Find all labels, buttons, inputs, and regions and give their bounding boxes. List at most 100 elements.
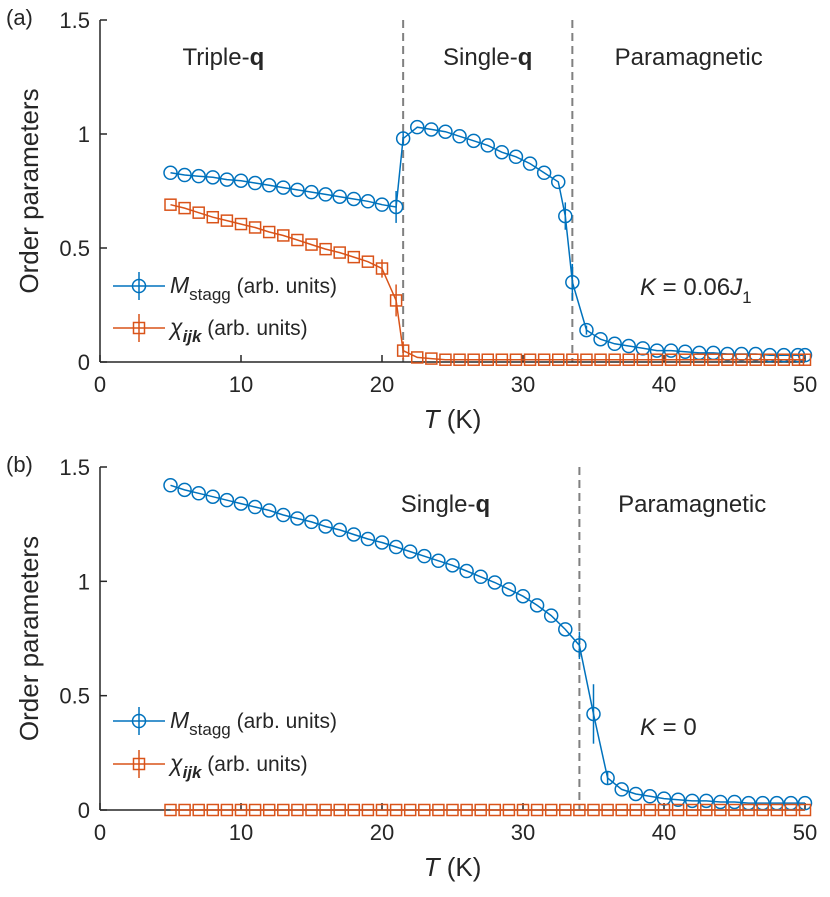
data-point	[445, 558, 460, 573]
data-point	[402, 544, 418, 559]
y-tick-label: 0.5	[59, 236, 90, 261]
panel-b: (b) Single-q Paramagnetic 0 10 20 30 40 50 0 0.5 1 1…	[6, 452, 817, 882]
k-symbol: K	[640, 274, 657, 301]
x-axis-var: T	[424, 404, 442, 434]
y-tick-label: 1	[78, 122, 90, 147]
legend-label: χijk (arb. units)	[168, 314, 308, 346]
data-point	[277, 229, 290, 242]
data-point	[523, 353, 537, 366]
data-point	[552, 353, 565, 366]
region-label: Triple-q	[182, 44, 264, 71]
x-tick-label: 0	[94, 820, 106, 845]
data-point	[586, 706, 601, 722]
data-point	[403, 803, 417, 817]
y-tick-label: 1	[78, 569, 90, 594]
x-tick-label: 10	[229, 820, 253, 845]
x-tick-label: 10	[229, 372, 253, 397]
data-point	[784, 803, 798, 817]
x-tick-label: 30	[511, 820, 535, 845]
data-point	[452, 129, 467, 144]
j-subscript: 1	[742, 288, 751, 307]
data-point	[446, 803, 459, 817]
data-point	[163, 165, 178, 181]
data-point	[565, 274, 580, 290]
data-point	[261, 178, 277, 193]
data-point	[262, 225, 276, 239]
data-point	[417, 548, 432, 564]
data-point	[735, 353, 748, 366]
series-m-stagg	[163, 119, 813, 363]
data-point	[360, 194, 376, 209]
data-point	[290, 511, 305, 526]
legend-subscript: ijk	[183, 763, 203, 782]
data-point	[388, 539, 404, 555]
data-point	[622, 353, 635, 366]
data-point	[608, 353, 621, 366]
data-point	[164, 803, 177, 817]
data-point	[650, 353, 664, 366]
data-point	[798, 353, 812, 366]
region-label: Single-q	[443, 44, 532, 71]
k-value: = 0	[656, 714, 697, 741]
data-point	[594, 353, 607, 366]
data-point	[502, 803, 516, 817]
data-point	[164, 198, 177, 211]
data-point	[332, 522, 347, 538]
x-tick-label: 50	[793, 372, 817, 397]
data-point	[728, 803, 741, 817]
data-point	[219, 172, 235, 187]
legend-symbol: χ	[168, 314, 183, 340]
legend-symbol: M	[170, 272, 190, 298]
y-axis-label: Order parameters	[14, 536, 44, 741]
data-point	[544, 803, 558, 817]
region-bold: q	[250, 44, 265, 71]
data-point	[714, 803, 727, 817]
x-tick-label: 40	[652, 372, 676, 397]
data-point	[374, 535, 390, 550]
data-point	[601, 803, 614, 817]
x-tick-label: 40	[652, 820, 676, 845]
data-point	[460, 803, 473, 817]
data-point	[467, 353, 480, 366]
data-point	[375, 262, 389, 275]
data-point	[762, 347, 777, 363]
data-point	[333, 246, 346, 259]
data-point	[432, 803, 445, 817]
data-point	[375, 803, 389, 817]
region-text: Single-	[443, 44, 518, 71]
data-point	[290, 182, 305, 198]
legend-subscript: stagg	[189, 720, 231, 739]
data-point	[276, 507, 291, 523]
k-annotation: K = 0.06J1	[640, 274, 752, 307]
data-point	[579, 322, 594, 338]
region-label: Paramagnetic	[615, 44, 763, 71]
x-tick-label: 20	[370, 372, 394, 397]
data-point	[559, 803, 572, 817]
data-point	[177, 482, 192, 498]
data-point	[614, 782, 629, 797]
data-point	[763, 353, 776, 366]
legend-subscript: ijk	[183, 327, 203, 346]
data-point	[178, 201, 191, 215]
data-point	[410, 119, 425, 135]
data-point	[776, 347, 792, 363]
legend-marker-circle	[131, 713, 147, 729]
x-axis-unit: (K)	[440, 852, 482, 882]
data-point	[798, 803, 812, 817]
region-label: Single-q	[401, 491, 490, 518]
legend-symbol: M	[170, 707, 190, 733]
series-line	[170, 126, 805, 356]
data-point	[734, 346, 749, 362]
data-point	[418, 803, 431, 817]
data-point	[361, 255, 375, 268]
y-tick-label: 0	[78, 798, 90, 823]
data-point	[233, 496, 249, 511]
k-symbol: K	[640, 714, 657, 741]
data-point	[261, 503, 277, 518]
legend-subscript: stagg	[189, 285, 231, 304]
data-point	[262, 803, 276, 817]
data-point	[233, 173, 249, 188]
y-tick-label: 1.5	[59, 8, 90, 33]
data-point	[248, 803, 262, 817]
